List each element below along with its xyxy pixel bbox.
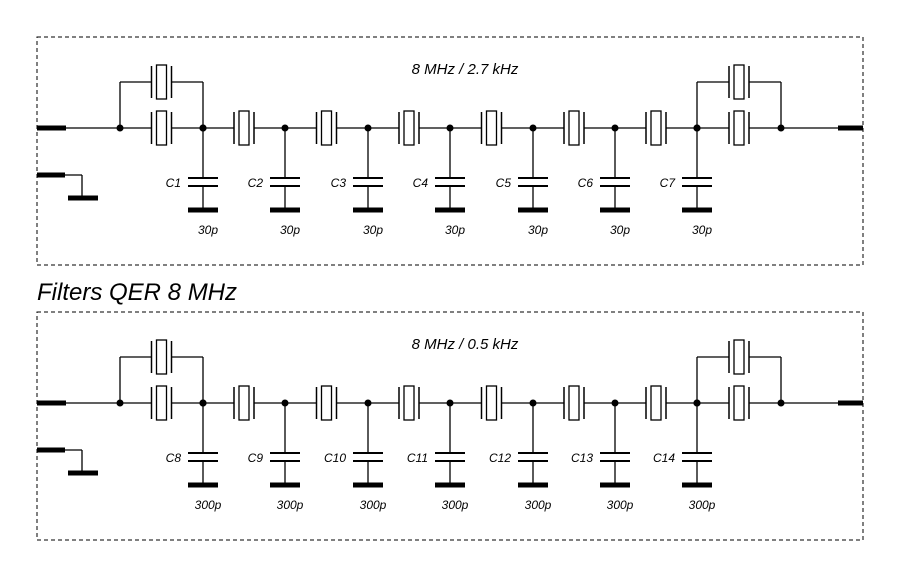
junction	[116, 124, 124, 132]
crystal	[650, 385, 662, 421]
crystal	[403, 385, 415, 421]
capacitor-name: C7	[660, 176, 677, 190]
capacitor-name: C14	[653, 451, 675, 465]
junction	[116, 399, 124, 407]
crystal	[568, 385, 580, 421]
junction	[777, 399, 785, 407]
capacitor-value: 300p	[607, 498, 634, 512]
panel-title: 8 MHz / 0.5 kHz	[412, 336, 519, 353]
capacitor-value: 300p	[525, 498, 552, 512]
capacitor-name: C9	[248, 451, 264, 465]
capacitor-value: 30p	[528, 223, 548, 237]
capacitor-name: C12	[489, 451, 511, 465]
crystal	[485, 385, 498, 421]
capacitor-name: C11	[407, 451, 428, 465]
capacitor-value: 30p	[280, 223, 300, 237]
crystal	[403, 110, 415, 146]
crystal	[650, 110, 662, 146]
capacitor-name: C6	[578, 176, 594, 190]
junction	[777, 124, 785, 132]
capacitor-value: 30p	[692, 223, 712, 237]
crystal	[733, 64, 745, 100]
capacitor-name: C8	[166, 451, 182, 465]
panel-frame	[36, 36, 864, 266]
capacitor-name: C10	[324, 451, 346, 465]
crystal	[733, 385, 745, 421]
panel-frame	[36, 311, 864, 541]
crystal	[155, 64, 168, 100]
crystal	[733, 110, 745, 146]
capacitor-value: 300p	[442, 498, 469, 512]
capacitor-value: 30p	[445, 223, 465, 237]
crystal	[568, 110, 580, 146]
capacitor-value: 30p	[363, 223, 383, 237]
crystal	[238, 385, 250, 421]
capacitor-value: 30p	[198, 223, 218, 237]
crystal	[485, 110, 498, 146]
capacitor-name: C5	[496, 176, 512, 190]
panel-title: 8 MHz / 2.7 kHz	[412, 61, 519, 78]
capacitor-name: C4	[413, 176, 429, 190]
crystal	[320, 385, 333, 421]
capacitor-name: C2	[248, 176, 264, 190]
crystal	[155, 110, 168, 146]
crystal	[155, 339, 168, 375]
capacitor-value: 300p	[195, 498, 222, 512]
crystal	[320, 110, 333, 146]
capacitor-name: C13	[571, 451, 593, 465]
capacitor-value: 300p	[360, 498, 387, 512]
capacitor-name: C3	[331, 176, 347, 190]
crystal	[155, 385, 168, 421]
crystal	[238, 110, 250, 146]
capacitor-value: 300p	[277, 498, 304, 512]
page-title: Filters QER 8 MHz	[37, 279, 237, 306]
capacitor-value: 30p	[610, 223, 630, 237]
crystal	[733, 339, 745, 375]
capacitor-name: C1	[166, 176, 181, 190]
capacitor-value: 300p	[689, 498, 716, 512]
